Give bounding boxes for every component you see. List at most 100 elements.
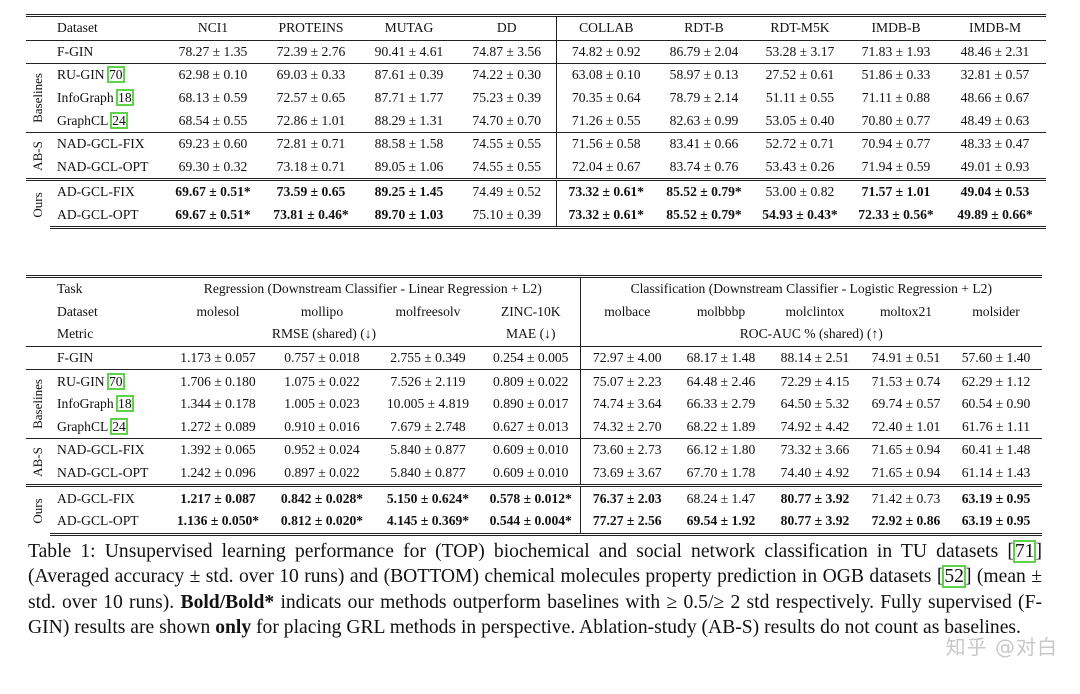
result-cell: 49.01 ± 0.93 [960,158,1030,174]
result-cell: 74.82 ± 0.92 [556,39,656,64]
result-cell: 53.43 ± 0.26 [765,158,835,174]
group-label-text: Ours [30,498,45,524]
dataset-header: molesol [196,303,240,319]
result-cell: 71.11 ± 0.88 [861,90,931,106]
result-cell: 70.94 ± 0.77 [848,131,944,156]
method-name-text: GraphCL [57,418,112,434]
result-cell: 73.32 ± 0.61* [556,203,656,230]
result-cell: 57.60 ± 1.40 [950,345,1043,370]
method-name: RU-GIN 70 [50,63,164,87]
result-cell: 85.52 ± 0.79* [656,178,752,204]
table-row: GraphCL 24 1.272 ± 0.089 0.910 ± 0.016 7.67… [26,415,1042,439]
task-label: Task [50,274,166,301]
result-cell: 72.39 ± 2.76 [262,39,360,64]
result-cell: 52.72 ± 0.71 [752,131,848,156]
result-cell: 5.840 ± 0.877 [390,465,466,481]
method-name: AD-GCL-OPT [50,203,164,230]
result-cell: 90.41 ± 4.61 [360,39,458,64]
result-cell: 1.173 ± 0.057 [166,345,270,370]
result-cell: 72.33 ± 0.56* [848,203,944,230]
dataset-header: ZINC-10K [482,300,581,324]
method-name-text: AD-GCL-OPT [57,513,139,529]
result-cell: 71.94 ± 0.59 [861,158,931,174]
result-cell: 0.952 ± 0.024 [270,438,374,462]
result-cell: 0.897 ± 0.022 [284,465,360,481]
group-label-text: Baselines [30,73,45,123]
result-cell: 75.23 ± 0.39 [458,86,557,110]
dataset-header: IMDB-B [848,14,944,41]
result-cell: 73.81 ± 0.46* [262,203,360,230]
result-cell: 7.526 ± 2.119 [374,369,482,393]
method-name-text: GraphCL [57,112,112,128]
table-row: F-GIN 78.27 ± 1.35 72.39 ± 2.76 90.41 ± 4.6… [26,39,1046,64]
result-cell: 73.60 ± 2.73 [580,438,674,462]
method-name-text: InfoGraph [57,90,118,106]
metric-roc: ROC-AUC % (shared) (↑) [739,326,883,342]
corner-cell [26,323,50,346]
result-cell: 87.71 ± 1.77 [374,90,444,106]
method-name-text: AD-GCL-FIX [57,184,135,200]
method-name: NAD-GCL-OPT [50,156,164,180]
result-cell: 80.77 ± 3.92 [768,509,862,536]
result-cell: 82.63 ± 0.99 [669,112,739,128]
result-cell: 76.37 ± 2.03 [580,484,674,510]
citation-link[interactable]: 18 [116,395,134,413]
result-cell: 2.755 ± 0.349 [374,345,482,370]
result-cell: 1.242 ± 0.096 [180,465,256,481]
citation-link[interactable]: 70 [107,66,125,84]
method-name-text: AD-GCL-OPT [57,207,139,223]
dataset-header: mollipo [300,303,344,319]
caption-citation-52[interactable]: 52 [942,565,966,589]
dataset-header: molfreesolv [395,303,461,319]
dataset-header: RDT-B [656,14,752,41]
result-cell: 74.32 ± 2.70 [592,418,662,434]
result-cell: 72.04 ± 0.67 [571,158,641,174]
caption-text-4: indicats our methods outperform baseline… [28,591,1042,639]
metric-row: Metric RMSE (shared) (↓) MAE (↓) ROC-AUC % … [26,323,1042,347]
dataset-header: molbbbp [696,303,746,319]
result-cell: 74.55 ± 0.55 [458,131,557,156]
result-cell: 71.83 ± 1.93 [848,39,944,64]
dataset-header: RDT-M5K [752,14,848,41]
caption-text-3: ] (mean ± std. over 10 runs). [28,566,1042,613]
result-cell: 1.272 ± 0.089 [180,418,256,434]
empty-group-cell [26,345,50,370]
result-cell: 88.29 ± 1.31 [374,112,444,128]
result-cell: 87.61 ± 0.39 [360,63,458,87]
citation-link[interactable]: 18 [116,89,134,107]
dataset-header: COLLAB [556,14,656,41]
result-cell: 89.70 ± 1.03 [360,203,458,230]
method-name-text: NAD-GCL-OPT [57,465,149,481]
citation-link[interactable]: 70 [107,372,125,390]
classification-header: Classification (Downstream Classifier - … [580,274,1043,301]
result-cell: 72.29 ± 4.15 [768,369,862,393]
result-cell: 48.66 ± 0.67 [960,90,1030,106]
caption-citation-71[interactable]: 71 [1012,540,1037,563]
result-cell: 64.48 ± 2.46 [674,369,768,393]
result-cell: 68.22 ± 1.89 [686,418,756,434]
dataset-header: NCI1 [164,14,262,41]
result-cell: 73.69 ± 3.67 [592,465,662,481]
result-cell: 74.70 ± 0.70 [458,109,557,133]
metric-mae: MAE (↓) [482,323,581,347]
result-cell: 63.19 ± 0.95 [950,509,1043,536]
result-cell: 0.842 ± 0.028* [270,484,374,510]
caption-text-5: for placing GRL methods in perspective. … [251,617,1021,639]
citation-link[interactable]: 24 [110,111,128,129]
task-row: Task Regression (Downstream Classifier - … [26,274,1043,301]
result-cell: 68.24 ± 1.47 [674,484,768,510]
result-cell: 1.344 ± 0.178 [180,396,256,412]
result-cell: 0.890 ± 0.017 [482,392,581,416]
result-cell: 0.757 ± 0.018 [270,345,374,370]
table-row: GraphCL 24 68.54 ± 0.55 72.86 ± 1.01 88.29 … [26,109,1046,133]
result-cell: 70.35 ± 0.64 [571,90,641,106]
result-cell: 63.08 ± 0.10 [556,63,656,87]
result-cell: 85.52 ± 0.79* [656,203,752,230]
result-cell: 10.005 ± 4.819 [386,396,470,412]
table-row: AB-S NAD-GCL-FIX 69.23 ± 0.60 72.81 ± 0.71 8… [26,131,1046,180]
result-cell: 71.56 ± 0.58 [556,131,656,156]
citation-link[interactable]: 24 [110,417,128,435]
result-cell: 1.706 ± 0.180 [166,369,270,393]
result-cell: 77.27 ± 2.56 [580,509,674,536]
table-row: Ours AD-GCL-FIX 1.217 ± 0.087 0.842 ± 0.028… [26,484,1043,535]
